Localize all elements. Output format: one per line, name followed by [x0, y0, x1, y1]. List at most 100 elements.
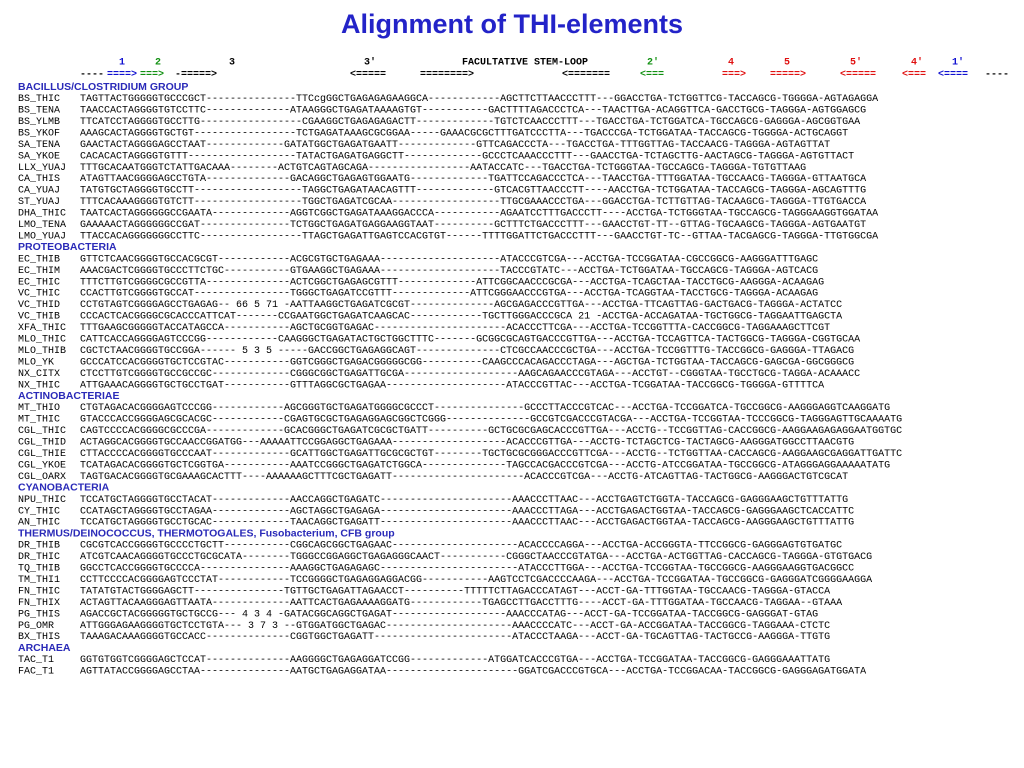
sequence: GGTGTGGTCGGGGAGCTCCAT--------------AAGGG… [80, 655, 830, 666]
stem-arrow: ===> [140, 70, 164, 81]
sequence: ACTAGGCACGGGGTGCCAACCGGATGG---AAAAATTCCG… [80, 438, 854, 449]
sequence-name: DHA_THIC [18, 209, 66, 220]
sequence-name: ST_YUAJ [18, 197, 60, 208]
sequence-name: CGL_THIE [18, 449, 66, 460]
sequence-name: DR_THIC [18, 552, 60, 563]
region-label: 2' [647, 57, 659, 69]
sequence-name: SA_YKOE [18, 151, 60, 162]
group-label: BACILLUS/CLOSTRIDIUM GROUP [18, 81, 188, 93]
stem-arrow: =====> [770, 70, 806, 81]
sequence-name: CGL_THID [18, 438, 66, 449]
sequence-name: VC_THIC [18, 289, 60, 300]
sequence-name: EC_THIC [18, 277, 60, 288]
group-label: CYANOBACTERIA [18, 482, 110, 494]
sequence: TTCATCCTAGGGGTGCCTTG-----------------CGA… [80, 117, 860, 128]
sequence: TTTGAAGCGGGGGTACCATAGCCA-----------AGCTG… [80, 323, 830, 334]
stem-arrow: <======= [562, 70, 610, 81]
group-label: THERMUS/DEINOCOCCUS, THERMOTOGALES, Fuso… [18, 527, 395, 539]
sequence-name: NPU_THIC [18, 495, 66, 506]
sequence-name: DR_THIB [18, 541, 60, 552]
sequence: TTACCACAGGGGGGGCCTTC-----------------TTA… [80, 231, 878, 242]
stem-arrow: ---- [80, 70, 104, 81]
sequence-name: TQ_THIB [18, 564, 60, 575]
sequence: CTCCTTGTCGGGGTGCCGCCGC-------------CGGGC… [80, 369, 860, 380]
region-label: 5 [784, 58, 790, 69]
sequence: CCCACTCACGGGGCGCACCCATTCAT-------CCGAATG… [80, 312, 842, 323]
sequence-name: MT_THIC [18, 415, 60, 426]
sequence-name: VC_THIB [18, 312, 60, 323]
sequence-name: BS_THIC [18, 94, 60, 105]
sequence: AGACCGCTACGGGGGTGCTGCCG--- 4 3 4 -GATACG… [80, 609, 818, 620]
sequence: TAGTGACACGGGGTGCGAAAGCACTTT----AAAAAAGCT… [80, 472, 848, 483]
stem-arrow: <==== [938, 70, 968, 81]
sequence-name: XFA_THIC [18, 323, 66, 334]
sequence: AGTTATACCGGGGAGCCTAA---------------AATGC… [80, 667, 866, 678]
sequence: ATTGGGAGAAGGGGTGCTCCTGTA--- 3 7 3 --GTGG… [80, 621, 830, 632]
sequence-name: LMO_YUAJ [18, 231, 66, 242]
sequence-name: NX_THIC [18, 380, 60, 391]
sequence: TTTGCACAATGGGTCTATTGACAAA--------ACTGTCA… [80, 163, 806, 174]
region-label: 3' [364, 57, 376, 69]
sequence: TCATAGACACGGGGTGCTCGGTGA-----------AAATC… [80, 460, 890, 471]
region-label: 3 [229, 58, 235, 69]
title: Alignment of THI-elements [341, 9, 683, 39]
sequence: CCTTCCCCACGGGGAGTCCCTAT------------TCCGG… [80, 575, 872, 586]
sequence-name: TAC_T1 [18, 655, 54, 666]
sequence: TAGTTACTGGGGGTGCCCGCT---------------TTCc… [80, 94, 878, 105]
sequence-name: EC_THIM [18, 266, 60, 277]
sequence: ATAGTTAACGGGGAGCCTGTA--------------GACAG… [80, 174, 866, 185]
region-label: 4' [911, 57, 923, 69]
sequence-name: BS_YLMB [18, 117, 60, 128]
sequence: CGCGTCACCGGGGTGCCCCTGCTT-----------CGGCA… [80, 541, 842, 552]
sequence-name: MLO_THIB [18, 346, 66, 357]
stem-arrow: -=====> [175, 70, 217, 81]
stem-arrow: ========> [420, 70, 474, 81]
sequence-name: AN_THIC [18, 518, 60, 529]
sequence: AAAGCACTAGGGGTGCTGT-----------------TCTG… [80, 128, 848, 139]
sequence-name: CGL_YKOE [18, 460, 66, 471]
stem-arrow: <=== [640, 70, 664, 81]
sequence-name: LMO_TENA [18, 220, 66, 231]
sequence: TCCATGCTAGGGGTGCCTGCAC-------------TAACA… [80, 518, 854, 529]
sequence-name: CY_THIC [18, 506, 60, 517]
sequence-name: EC_THIB [18, 254, 60, 265]
sequence: CCTGTAGTCGGGGAGCCTGAGAG-- 66 5 71 -AATTA… [80, 300, 842, 311]
sequence-name: CGL_OARX [18, 472, 66, 483]
region-label: 5' [850, 57, 862, 69]
sequence: TTTCTTGTCGGGGCGCCGTTA--------------ACTCG… [80, 277, 824, 288]
sequence-name: FAC_T1 [18, 667, 54, 678]
sequence: TCCATGCTAGGGGTGCCTACAT-------------AACCA… [80, 495, 848, 506]
sequence-name: SA_TENA [18, 140, 60, 151]
sequence-name: LLX_YUAJ [18, 163, 66, 174]
sequence-name: NX_CITX [18, 369, 60, 380]
sequence-name: VC_THID [18, 300, 60, 311]
sequence: CCATAGCTAGGGGTGCCTAGAA-------------AGCTA… [80, 506, 854, 517]
sequence: GTTCTCAACGGGGTGCCACGCGT------------ACGCG… [80, 254, 818, 265]
sequence-name: BS_YKOF [18, 128, 60, 139]
sequence: AAACGACTCGGGGTGCCCTTCTGC-----------GTGAA… [80, 266, 818, 277]
stem-arrow: ---- [985, 70, 1009, 81]
group-label: PROTEOBACTERIA [18, 241, 117, 253]
sequence: TTTCACAAAGGGGTGTCTT------------------TGG… [80, 197, 866, 208]
stem-arrow: <===== [840, 70, 876, 81]
sequence: CTGTAGACACGGGGAGTCCCGG------------AGCGGG… [80, 403, 890, 414]
stem-arrow: <=== [902, 70, 926, 81]
sequence: ACTAGTTACAAGGGAGTTAATA-------------AATTC… [80, 598, 842, 609]
sequence-name: BS_TENA [18, 106, 60, 117]
sequence-name: CA_THIS [18, 174, 60, 185]
stem-arrow: <===== [350, 70, 386, 81]
sequence: TATATGTACTGGGGAGCTT---------------TGTTGC… [80, 586, 830, 597]
sequence-name: PG_OMR [18, 621, 54, 632]
sequence: GTACCCACCGGGGAGCGCACGC------------CGAGTG… [80, 415, 902, 426]
sequence-name: CGL_THIC [18, 426, 66, 437]
sequence-name: MLO_THIC [18, 335, 66, 346]
sequence: CAGTCCCCACGGGGCGCCCGA-------------GCACGG… [80, 426, 902, 437]
sequence-name: CA_YUAJ [18, 186, 60, 197]
sequence: CTTACCCCACGGGGTGCCCAAT-------------GCATT… [80, 449, 902, 460]
sequence-name: MT_THIO [18, 403, 60, 414]
sequence: ATCGTCAACAGGGGTGCCCTGCGCATA--------TGGGC… [80, 552, 872, 563]
sequence-name: BX_THIS [18, 632, 60, 643]
sequence-name: MLO_YK [18, 357, 54, 368]
sequence: GCCCATCCACGGGGTGCTCCGTAC-----------GGTCG… [80, 357, 854, 368]
sequence-name: FN_THIC [18, 586, 60, 597]
